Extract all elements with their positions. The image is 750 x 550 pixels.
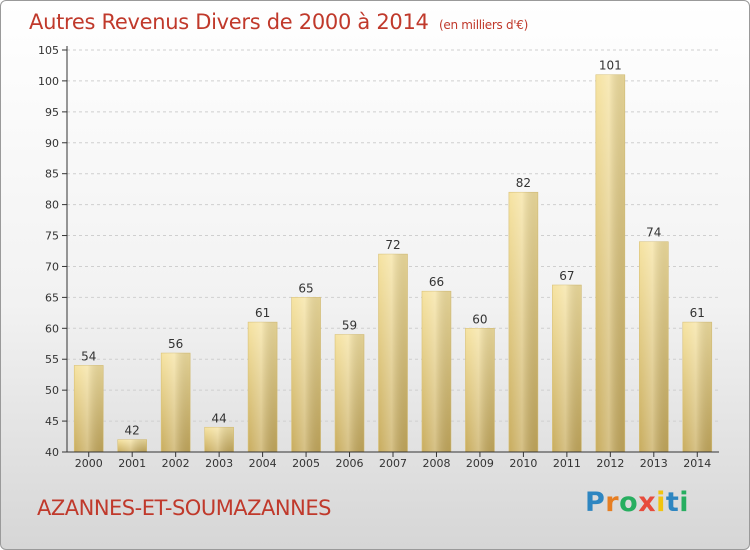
logo-letter: P xyxy=(585,487,606,518)
chart-title: Autres Revenus Divers de 2000 à 2014 (en… xyxy=(29,10,528,34)
y-tick-label: 50 xyxy=(45,384,59,397)
value-label: 61 xyxy=(690,306,705,320)
x-tick-label: 2003 xyxy=(205,457,233,470)
y-tick-label: 45 xyxy=(45,415,59,428)
x-tick-label: 2002 xyxy=(162,457,190,470)
bar-sheen xyxy=(117,439,147,452)
value-label: 74 xyxy=(646,226,661,240)
proxiti-logo: Proxiti xyxy=(585,487,689,518)
value-label: 60 xyxy=(472,312,487,326)
bar-sheen xyxy=(74,365,104,452)
value-label: 42 xyxy=(125,424,140,438)
bar-sheen xyxy=(248,322,278,452)
x-tick-label: 2013 xyxy=(640,457,668,470)
y-tick-label: 70 xyxy=(45,260,59,273)
logo-letter: x xyxy=(638,487,657,518)
bar-sheen xyxy=(552,285,582,452)
commune-name: AZANNES-ET-SOUMAZANNES xyxy=(37,496,331,520)
logo-letter: t xyxy=(665,487,680,518)
value-label: 82 xyxy=(516,176,531,190)
y-tick-label: 105 xyxy=(38,44,59,57)
x-tick-label: 2000 xyxy=(75,457,103,470)
y-tick-label: 55 xyxy=(45,353,59,366)
x-tick-label: 2009 xyxy=(466,457,494,470)
bar-sheen xyxy=(204,427,234,452)
chart-title-text: Autres Revenus Divers de 2000 à 2014 xyxy=(29,10,429,34)
chart-subtitle: (en milliers d'€) xyxy=(439,18,529,32)
x-tick-label: 2011 xyxy=(553,457,581,470)
bar-sheen xyxy=(161,353,191,452)
x-tick-label: 2014 xyxy=(683,457,711,470)
value-label: 44 xyxy=(211,411,226,425)
value-label: 72 xyxy=(385,238,400,252)
value-label: 65 xyxy=(298,281,313,295)
bars: 54 42 56 44 61 65 59 72 66 60 82 67 101 74 61 xyxy=(73,59,713,453)
value-label: 56 xyxy=(168,337,183,351)
bar-sheen xyxy=(335,334,365,452)
value-label: 67 xyxy=(559,269,574,283)
x-tick-label: 2012 xyxy=(596,457,624,470)
axes: 40 45 50 55 60 65 70 75 80 85 90 95 100 105 2000 2001 20… xyxy=(38,44,719,470)
value-label: 59 xyxy=(342,318,357,332)
logo-letter: r xyxy=(605,487,620,518)
logo-letter: i xyxy=(679,487,690,518)
bar-sheen xyxy=(508,192,538,452)
bar-sheen xyxy=(465,328,495,452)
x-tick-label: 2005 xyxy=(292,457,320,470)
value-label: 54 xyxy=(81,349,96,363)
y-tick-label: 40 xyxy=(45,446,59,459)
x-tick-label: 2006 xyxy=(336,457,364,470)
y-tick-label: 100 xyxy=(38,75,59,88)
y-tick-label: 90 xyxy=(45,137,59,150)
value-label: 61 xyxy=(255,306,270,320)
value-label: 66 xyxy=(429,275,444,289)
bar-sheen xyxy=(378,254,408,452)
logo-letter: o xyxy=(619,487,639,518)
y-tick-label: 75 xyxy=(45,230,59,243)
bar-sheen xyxy=(682,322,712,452)
x-tick-label: 2007 xyxy=(379,457,407,470)
logo-letter: i xyxy=(656,487,666,518)
bar-sheen xyxy=(291,297,321,452)
y-tick-label: 60 xyxy=(45,322,59,335)
x-tick-label: 2008 xyxy=(422,457,450,470)
value-label: 101 xyxy=(599,59,622,73)
bar-sheen xyxy=(421,291,451,452)
x-tick-label: 2001 xyxy=(118,457,146,470)
bar-sheen xyxy=(595,74,625,452)
y-tick-label: 80 xyxy=(45,199,59,212)
x-tick-label: 2010 xyxy=(509,457,537,470)
y-tick-label: 65 xyxy=(45,291,59,304)
y-tick-label: 85 xyxy=(45,168,59,181)
x-tick-label: 2004 xyxy=(249,457,277,470)
y-tick-label: 95 xyxy=(45,106,59,119)
bar-sheen xyxy=(639,241,669,452)
